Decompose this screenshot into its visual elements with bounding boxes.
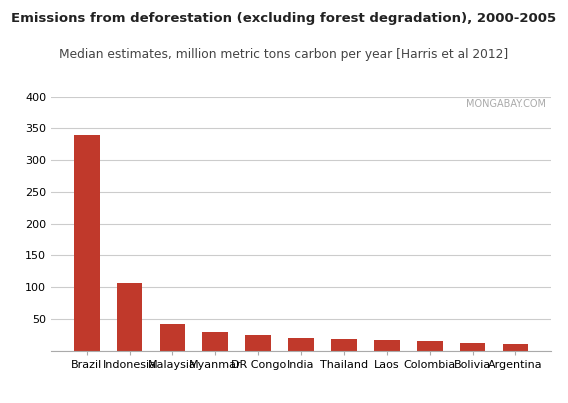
- Bar: [74, 135, 99, 351]
- Bar: [116, 283, 143, 351]
- Text: Emissions from deforestation (excluding forest degradation), 2000-2005: Emissions from deforestation (excluding …: [11, 12, 557, 25]
- Bar: [460, 343, 486, 351]
- Bar: [503, 344, 528, 351]
- Text: Median estimates, million metric tons carbon per year [Harris et al 2012]: Median estimates, million metric tons ca…: [60, 48, 508, 61]
- Text: MONGABAY.COM: MONGABAY.COM: [466, 99, 546, 109]
- Bar: [331, 339, 357, 351]
- Bar: [417, 341, 442, 351]
- Bar: [245, 335, 271, 351]
- Bar: [202, 332, 228, 351]
- Bar: [160, 324, 185, 351]
- Bar: [288, 338, 314, 351]
- Bar: [374, 340, 400, 351]
